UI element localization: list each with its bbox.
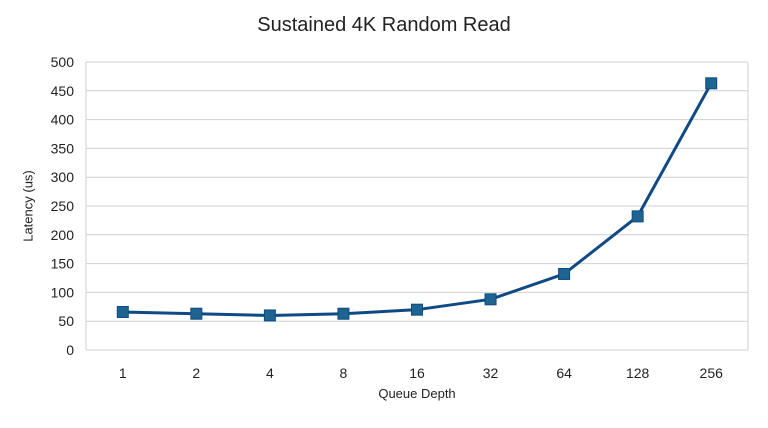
series-line [122,82,713,317]
data-point-marker [558,267,571,280]
y-axis-title: Latency (us) [20,170,36,242]
y-tick-label: 350 [51,140,75,156]
y-tick-label: 300 [51,169,75,185]
x-tick-label: 256 [700,365,724,381]
data-point-marker [190,307,203,320]
y-tick-label: 100 [51,284,75,300]
y-tick-label: 250 [51,198,75,214]
x-tick-label: 32 [483,365,499,381]
x-tick-label: 64 [556,365,572,381]
y-tick-label: 0 [66,342,74,358]
y-tick-label: 400 [51,112,75,128]
x-tick-label: 16 [409,365,425,381]
data-point-marker [484,293,497,306]
x-tick-label: 128 [626,365,650,381]
chart-title: Sustained 4K Random Read [257,14,511,36]
x-tick-label: 4 [266,365,274,381]
x-axis-title: Queue Depth [378,386,456,401]
y-tick-label: 200 [51,227,75,243]
x-tick-label: 8 [340,365,348,381]
data-point-marker [705,77,718,90]
data-point-marker [116,305,129,318]
x-tick-label: 1 [119,365,127,381]
y-tick-label: 50 [58,313,74,329]
data-point-marker [263,309,276,322]
x-tick-label: 2 [192,365,200,381]
data-point-marker [411,303,423,316]
y-tick-label: 150 [51,256,75,272]
data-point-marker [631,210,644,223]
y-tick-label: 500 [51,54,75,70]
data-point-marker [337,307,350,320]
y-tick-label: 450 [51,83,75,99]
